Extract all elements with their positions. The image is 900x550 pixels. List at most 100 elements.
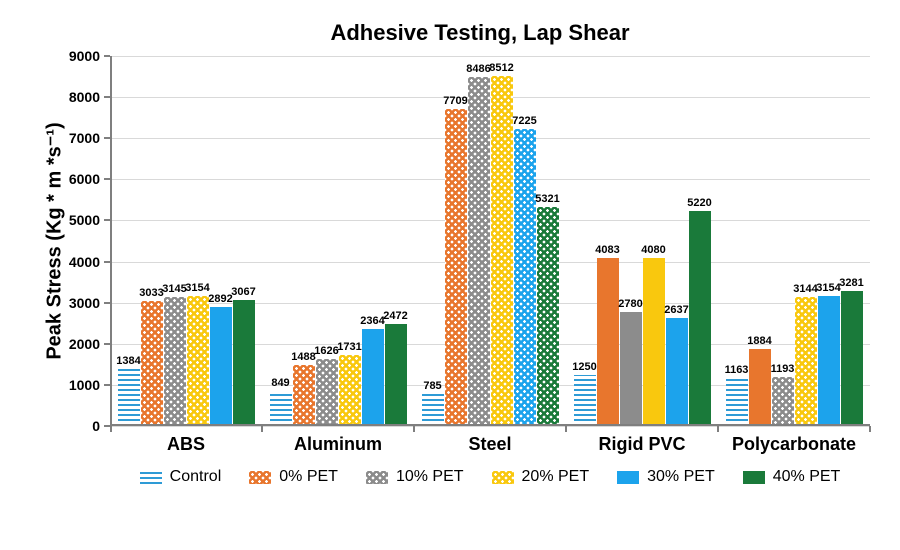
legend-item: 40% PET xyxy=(743,468,841,486)
y-tick-mark xyxy=(104,55,110,57)
bar: 1731 xyxy=(339,355,361,426)
legend-label: 30% PET xyxy=(647,468,715,486)
legend-item: 30% PET xyxy=(617,468,715,486)
chart-container: Adhesive Testing, Lap Shear Peak Stress … xyxy=(30,20,870,530)
bar-group: 138430333145315428923067ABS xyxy=(110,56,262,426)
bar: 3033 xyxy=(141,301,163,426)
bar-value-label: 3145 xyxy=(162,283,186,295)
bar: 3154 xyxy=(818,296,840,426)
bar-value-label: 1384 xyxy=(116,355,140,367)
bar: 3281 xyxy=(841,291,863,426)
y-tick-label: 3000 xyxy=(52,295,100,311)
legend-swatch xyxy=(366,471,388,484)
x-axis-line xyxy=(110,424,870,426)
legend-swatch xyxy=(743,471,765,484)
y-axis-line xyxy=(110,56,112,426)
legend-swatch xyxy=(249,471,271,484)
x-tick-mark xyxy=(869,426,871,432)
bar-value-label: 5220 xyxy=(687,197,711,209)
bar-value-label: 3067 xyxy=(231,286,255,298)
bar: 3145 xyxy=(164,297,186,426)
bar-value-label: 1250 xyxy=(572,361,596,373)
legend-item: 20% PET xyxy=(492,468,590,486)
bar-value-label: 3154 xyxy=(816,282,840,294)
bar: 4083 xyxy=(597,258,619,426)
y-tick-label: 6000 xyxy=(52,171,100,187)
legend-item: Control xyxy=(140,468,222,486)
legend-swatch xyxy=(492,471,514,484)
bars-area: 138430333145315428923067ABS8491488162617… xyxy=(110,56,870,426)
legend-label: 40% PET xyxy=(773,468,841,486)
bar-value-label: 2780 xyxy=(618,298,642,310)
bar: 1163 xyxy=(726,378,748,426)
plot-area: Peak Stress (Kg * m *s⁻¹) 01000200030004… xyxy=(110,56,870,426)
x-tick-mark xyxy=(413,426,415,432)
y-tick-mark xyxy=(104,384,110,386)
y-tick-mark xyxy=(104,302,110,304)
legend-swatch xyxy=(140,471,162,484)
bar-value-label: 1163 xyxy=(725,364,749,376)
category-label: Polycarbonate xyxy=(718,426,870,455)
bar: 3144 xyxy=(795,297,817,426)
bar: 3067 xyxy=(233,300,255,426)
bar-group: 84914881626173123642472Aluminum xyxy=(262,56,414,426)
bar-value-label: 1193 xyxy=(771,363,795,375)
legend-label: Control xyxy=(170,468,222,486)
category-label: ABS xyxy=(110,426,262,455)
y-tick-label: 5000 xyxy=(52,212,100,228)
bar: 2364 xyxy=(362,329,384,426)
y-axis-label: Peak Stress (Kg * m *s⁻¹) xyxy=(42,122,67,359)
category-label: Rigid PVC xyxy=(566,426,718,455)
y-tick-mark xyxy=(104,178,110,180)
legend: Control 0% PET 10% PET 20% PET 30% PET 40% PE… xyxy=(110,468,870,486)
bar-value-label: 2472 xyxy=(383,310,407,322)
legend-swatch xyxy=(617,471,639,484)
legend-item: 0% PET xyxy=(249,468,338,486)
legend-label: 0% PET xyxy=(279,468,338,486)
bar-group: 116318841193314431543281Polycarbonate xyxy=(718,56,870,426)
bar-group: 125040832780408026375220Rigid PVC xyxy=(566,56,718,426)
x-tick-mark xyxy=(261,426,263,432)
bar: 8512 xyxy=(491,76,513,426)
category-label: Steel xyxy=(414,426,566,455)
y-axis: 0100020003000400050006000700080009000 xyxy=(102,56,110,426)
bar-value-label: 3154 xyxy=(185,282,209,294)
bar-value-label: 7225 xyxy=(512,115,536,127)
legend-label: 10% PET xyxy=(396,468,464,486)
bar-value-label: 5321 xyxy=(535,193,559,205)
bar: 2892 xyxy=(210,307,232,426)
bar: 1250 xyxy=(574,375,596,426)
y-tick-mark xyxy=(104,261,110,263)
y-tick-label: 0 xyxy=(52,418,100,434)
y-tick-mark xyxy=(104,219,110,221)
legend-label: 20% PET xyxy=(522,468,590,486)
y-tick-label: 4000 xyxy=(52,254,100,270)
y-tick-mark xyxy=(104,343,110,345)
bar: 849 xyxy=(270,391,292,426)
bar: 2780 xyxy=(620,312,642,426)
bar-value-label: 3033 xyxy=(139,287,163,299)
bar-value-label: 2364 xyxy=(360,315,384,327)
y-tick-mark xyxy=(104,137,110,139)
bar-value-label: 1731 xyxy=(337,341,361,353)
bar-value-label: 8486 xyxy=(466,63,490,75)
bar: 8486 xyxy=(468,77,490,426)
bar-value-label: 8512 xyxy=(489,62,513,74)
y-tick-label: 2000 xyxy=(52,336,100,352)
bar: 1193 xyxy=(772,377,794,426)
bar: 1884 xyxy=(749,349,771,426)
bar: 5220 xyxy=(689,211,711,426)
y-tick-label: 9000 xyxy=(52,48,100,64)
bar-value-label: 4083 xyxy=(595,244,619,256)
bar-value-label: 785 xyxy=(423,380,441,392)
bar: 5321 xyxy=(537,207,559,426)
y-tick-mark xyxy=(104,96,110,98)
bar-group: 78577098486851272255321Steel xyxy=(414,56,566,426)
category-label: Aluminum xyxy=(262,426,414,455)
y-tick-label: 7000 xyxy=(52,130,100,146)
bar: 7709 xyxy=(445,109,467,426)
bar-value-label: 849 xyxy=(271,377,289,389)
bar-value-label: 2892 xyxy=(208,293,232,305)
bar-value-label: 3281 xyxy=(839,277,863,289)
bar-value-label: 4080 xyxy=(641,244,665,256)
